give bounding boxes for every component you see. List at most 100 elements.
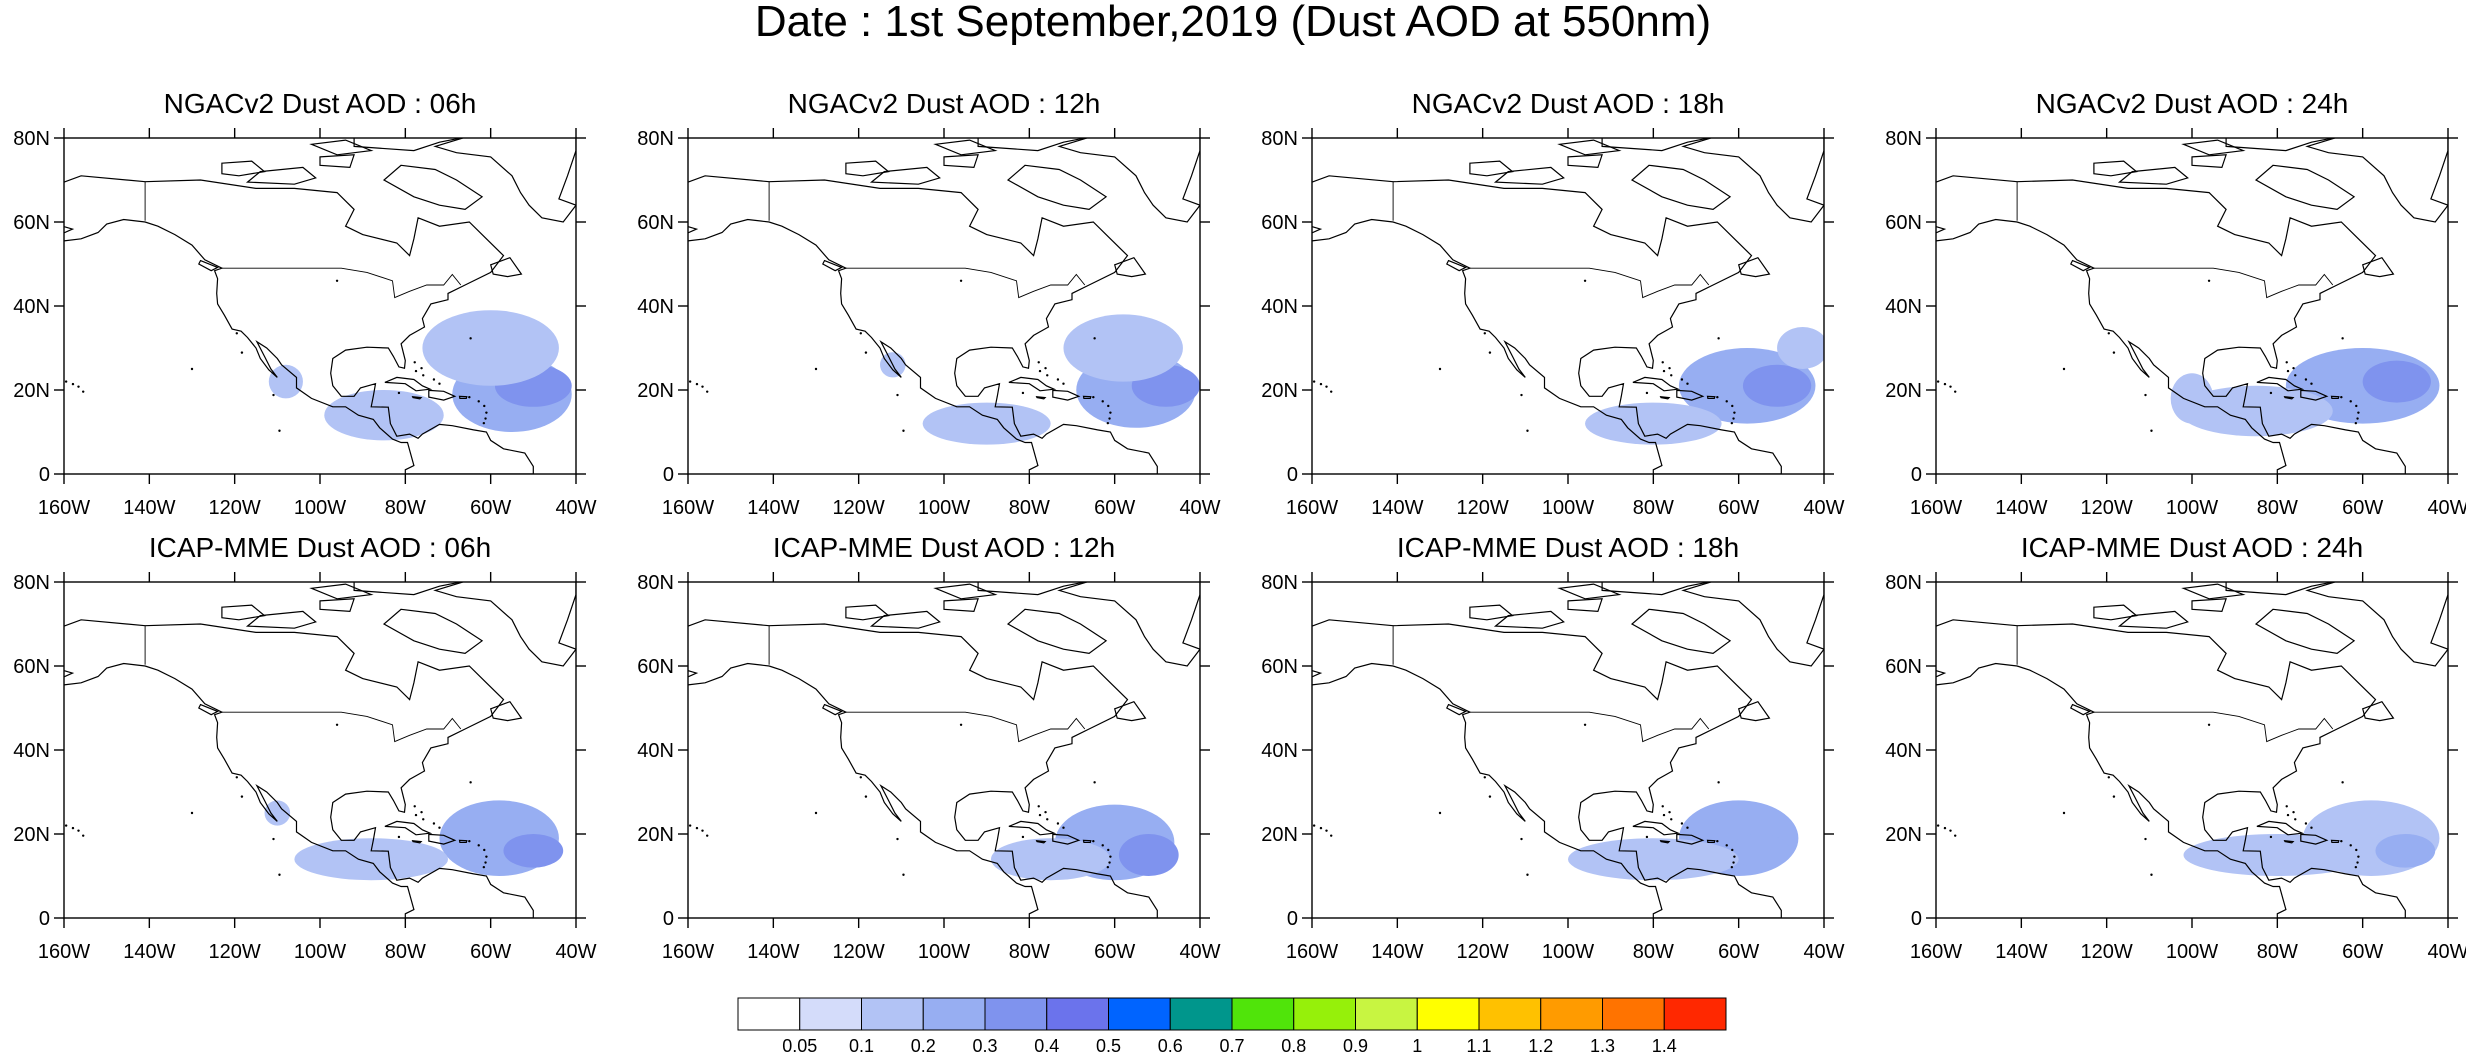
x-tick-label: 40W bbox=[1179, 941, 1220, 963]
x-tick-label: 80W bbox=[1009, 941, 1050, 963]
small-island bbox=[482, 421, 486, 425]
small-island bbox=[706, 834, 709, 837]
small-island bbox=[665, 431, 667, 433]
us-canada-border bbox=[1469, 711, 1710, 743]
x-tick-label: 60W bbox=[2342, 497, 2383, 519]
y-tick-label: 60N bbox=[1885, 656, 1922, 678]
x-tick-label: 100W bbox=[294, 941, 346, 963]
y-tick-label: 20N bbox=[637, 380, 674, 402]
small-island bbox=[422, 374, 425, 377]
small-island bbox=[413, 805, 416, 808]
dust-aod-region bbox=[1777, 327, 1824, 369]
dust-aod-region bbox=[2362, 360, 2431, 403]
small-island bbox=[1483, 332, 1486, 335]
small-island bbox=[484, 417, 487, 420]
small-island bbox=[1645, 391, 1649, 395]
island-coastline bbox=[198, 703, 220, 716]
map-frame bbox=[1311, 137, 1825, 475]
small-island bbox=[420, 366, 423, 370]
island-coastline bbox=[1082, 395, 1092, 399]
colorbar-swatch bbox=[1108, 997, 1171, 1031]
dust-aod-region bbox=[324, 390, 444, 441]
x-tick-label: 80W bbox=[2257, 497, 2298, 519]
y-tick-label: 80N bbox=[637, 572, 674, 594]
small-island bbox=[1949, 829, 1952, 832]
small-island bbox=[432, 378, 436, 381]
greenland-coastline bbox=[2305, 138, 2448, 223]
island-coastline bbox=[1113, 700, 1147, 722]
x-tick-label: 60W bbox=[1094, 941, 1135, 963]
small-island bbox=[1731, 404, 1734, 408]
x-tick-label: 60W bbox=[1718, 497, 1759, 519]
colorbar-label: 0.2 bbox=[911, 1036, 936, 1056]
island-coastline bbox=[2117, 610, 2189, 629]
dust-field bbox=[2170, 348, 2440, 437]
small-island bbox=[1913, 875, 1915, 877]
x-tick-label: 160W bbox=[38, 497, 90, 519]
dust-aod-region bbox=[1742, 364, 1812, 407]
colorbar-swatch bbox=[861, 997, 924, 1031]
small-island bbox=[272, 393, 275, 397]
small-island bbox=[2304, 822, 2308, 825]
small-island bbox=[859, 332, 862, 335]
y-tick-label: 80N bbox=[13, 128, 50, 150]
x-tick-label: 100W bbox=[1542, 941, 1594, 963]
small-island bbox=[477, 400, 480, 403]
x-tick-label: 120W bbox=[833, 941, 885, 963]
y-tick-label: 60N bbox=[637, 212, 674, 234]
colorbar-swatch bbox=[1169, 997, 1233, 1031]
x-tick-label: 60W bbox=[470, 941, 511, 963]
small-island bbox=[1101, 844, 1104, 847]
island-coastline bbox=[458, 395, 468, 399]
colorbar-swatch bbox=[1540, 997, 1603, 1031]
small-island bbox=[2349, 400, 2352, 403]
small-island bbox=[1645, 835, 1649, 839]
small-island bbox=[1062, 826, 1065, 829]
small-island bbox=[2304, 378, 2308, 381]
us-canada-border bbox=[221, 711, 462, 743]
island-coastline bbox=[1737, 700, 1771, 722]
small-island bbox=[484, 861, 487, 864]
x-tick-label: 40W bbox=[555, 497, 596, 519]
greenland-coastline bbox=[1681, 138, 1824, 223]
island-coastline bbox=[1632, 820, 1681, 836]
dust-aod-map: 160W 140W 120W 100W 80W 60W 40W 0 20N 40N 60N 80N bbox=[13, 572, 597, 963]
small-island bbox=[1733, 855, 1736, 858]
x-tick-label: 160W bbox=[1286, 941, 1338, 963]
island-coastline bbox=[319, 598, 355, 613]
colorbar-label: 0.05 bbox=[782, 1036, 817, 1056]
small-island bbox=[469, 337, 472, 340]
island-coastline bbox=[2181, 139, 2246, 156]
island-coastline bbox=[1630, 164, 1732, 211]
island-coastline bbox=[411, 839, 423, 844]
small-island bbox=[2286, 369, 2290, 373]
small-island bbox=[1725, 844, 1728, 847]
colorbar-swatch bbox=[1416, 997, 1480, 1031]
small-island bbox=[1717, 337, 1720, 340]
island-coastline bbox=[2283, 395, 2295, 400]
small-island bbox=[688, 824, 692, 827]
island-coastline bbox=[1493, 610, 1565, 629]
small-island bbox=[235, 332, 238, 335]
x-tick-label: 160W bbox=[1910, 497, 1962, 519]
island-coastline bbox=[2330, 839, 2340, 843]
island-coastline bbox=[2256, 376, 2305, 392]
small-island bbox=[2356, 861, 2359, 864]
island-coastline bbox=[1082, 839, 1092, 843]
small-island bbox=[2112, 795, 2116, 798]
dust-aod-region bbox=[1118, 834, 1179, 876]
small-island bbox=[1680, 822, 1684, 825]
coastlines bbox=[1312, 138, 1824, 474]
small-island bbox=[1046, 818, 1049, 821]
small-island bbox=[959, 279, 963, 282]
small-island bbox=[1954, 834, 1957, 837]
island-coastline bbox=[977, 138, 1088, 152]
small-island bbox=[1717, 781, 1720, 784]
x-tick-label: 140W bbox=[1995, 941, 2047, 963]
colorbar-swatch bbox=[984, 997, 1048, 1031]
island-coastline bbox=[1601, 582, 1712, 596]
y-tick-label: 60N bbox=[13, 656, 50, 678]
small-island bbox=[1037, 805, 1040, 808]
dust-field bbox=[2183, 800, 2440, 876]
y-tick-label: 80N bbox=[1261, 572, 1298, 594]
